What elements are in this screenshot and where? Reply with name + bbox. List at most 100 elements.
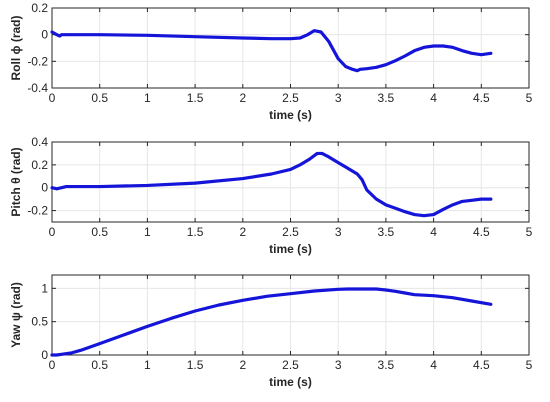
roll-x-tick-label: 2 (239, 91, 246, 105)
pitch-x-tick-label: 0.5 (91, 225, 108, 239)
yaw-data-point (413, 293, 416, 296)
pitch-x-tick-label: 0 (49, 225, 56, 239)
roll-data-point (306, 33, 309, 36)
yaw-data-point (356, 288, 359, 290)
roll-data-point (432, 45, 435, 47)
roll-data-point (320, 31, 322, 33)
roll-data-point (404, 55, 406, 57)
pitch-x-tick-label: 1 (144, 225, 151, 239)
roll-y-tick-label: -0.2 (27, 54, 48, 68)
pitch-data-point (308, 158, 311, 160)
pitch-series-line (50, 151, 493, 218)
pitch-data-point (146, 184, 149, 187)
roll-data-point (461, 49, 464, 52)
pitch-data-point (490, 198, 492, 200)
roll-data-point (366, 67, 368, 70)
roll-data-point (60, 33, 63, 36)
roll-x-tick-label: 3 (335, 91, 342, 105)
roll-x-tick-label: 0 (49, 91, 56, 105)
pitch-data-point (270, 173, 273, 175)
roll-data-point (480, 53, 483, 56)
pitch-data-point (394, 207, 397, 210)
roll-x-tick-label: 5 (526, 91, 533, 105)
yaw-data-point (122, 334, 125, 336)
pitch-data-point (194, 182, 196, 184)
yaw-x-tick-label: 0 (49, 358, 56, 372)
pitch-x-tick-label: 3.5 (378, 225, 395, 239)
roll-data-point (289, 37, 292, 40)
roll-data-point (98, 33, 101, 36)
pitch-data-point (327, 156, 330, 158)
pitch-data-point (79, 185, 82, 188)
roll-data-point (375, 66, 378, 69)
yaw-data-point (385, 289, 387, 291)
pitch-data-point (361, 178, 363, 181)
roll-data-point (423, 46, 425, 49)
yaw-data-point (394, 290, 397, 293)
pitch-data-point (366, 189, 368, 191)
yaw-data-point (346, 288, 349, 290)
pitch-data-point (98, 185, 101, 188)
pitch-y-tick-label: -0.2 (27, 204, 48, 218)
roll-x-tick-label: 2.5 (282, 91, 299, 105)
yaw-data-point (242, 299, 244, 302)
roll-y-tick-label: 0.2 (31, 1, 48, 15)
pitch-data-point (242, 177, 244, 180)
yaw-x-tick-label: 3 (335, 358, 342, 372)
yaw-data-point (55, 354, 58, 356)
roll-data-point (385, 63, 387, 66)
yaw-x-tick-label: 5 (526, 358, 533, 372)
yaw-subplot: 0 0.5 1 1.5 2 2.5 3 3.5 4 4.5 5 0 0.5 1 time (s) Yaw ψ … (9, 274, 533, 389)
yaw-data-point (98, 342, 101, 345)
yaw-data-point (313, 290, 316, 292)
roll-data-point (356, 69, 359, 72)
roll-data-point (345, 65, 347, 68)
pitch-x-tick-label: 5 (526, 225, 533, 239)
roll-x-tick-label: 1 (144, 91, 151, 105)
roll-x-axis-label: time (s) (269, 108, 312, 122)
yaw-data-point (404, 292, 406, 294)
pitch-data-point (404, 210, 406, 213)
yaw-x-tick-label: 4.5 (473, 358, 490, 372)
roll-y-tick-label: 0 (41, 28, 48, 42)
yaw-x-axis-label: time (s) (269, 375, 312, 389)
yaw-data-point (194, 310, 196, 312)
pitch-data-point (346, 167, 349, 170)
pitch-data-point (451, 204, 454, 206)
pitch-y-tick-label: 0 (41, 181, 48, 195)
pitch-x-tick-label: 4.5 (473, 225, 490, 239)
yaw-y-tick-label: 1 (41, 281, 48, 295)
roll-data-point (58, 35, 61, 37)
pitch-data-point (321, 152, 323, 155)
pitch-data-point (461, 200, 464, 203)
pitch-data-point (337, 161, 340, 164)
pitch-x-tick-label: 2.5 (282, 225, 299, 239)
roll-data-point (242, 37, 244, 39)
yaw-data-point (70, 352, 72, 354)
pitch-y-tick-label: 0.4 (31, 135, 48, 149)
roll-x-tick-label: 4 (430, 91, 437, 105)
yaw-data-point (170, 317, 173, 320)
yaw-y-tick-label: 0.5 (31, 315, 48, 329)
yaw-data-point (218, 304, 220, 306)
roll-data-point (194, 35, 196, 38)
roll-x-tick-label: 0.5 (91, 91, 108, 105)
pitch-data-point (289, 168, 292, 171)
roll-x-tick-label: 3.5 (378, 91, 395, 105)
yaw-data-point (146, 325, 149, 328)
pitch-data-point (55, 188, 58, 190)
roll-data-point (359, 68, 361, 71)
roll-x-tick-label: 1.5 (187, 91, 204, 105)
roll-data-point (490, 52, 492, 55)
pitch-data-point (316, 152, 319, 155)
pitch-x-tick-label: 2 (239, 225, 246, 239)
yaw-x-tick-label: 0.5 (91, 358, 108, 372)
yaw-data-point (289, 292, 292, 295)
yaw-data-point (490, 303, 492, 306)
roll-data-point (442, 45, 444, 47)
pitch-x-tick-label: 1.5 (187, 225, 204, 239)
roll-x-tick-label: 4.5 (473, 91, 490, 105)
yaw-data-point (79, 349, 82, 352)
